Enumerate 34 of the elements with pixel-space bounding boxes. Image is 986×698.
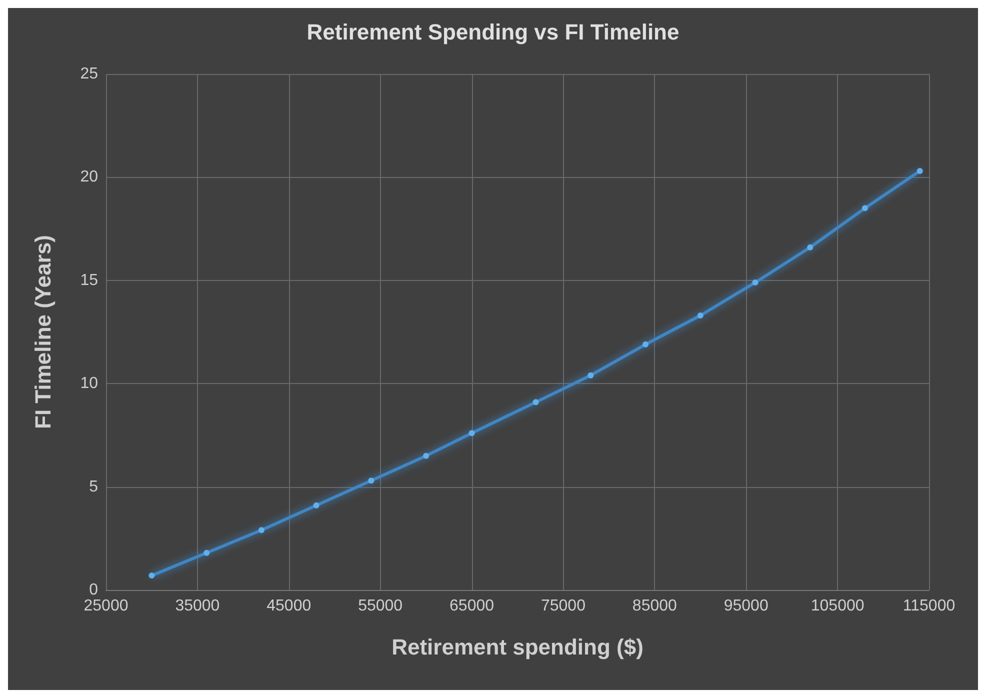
point bbox=[697, 312, 704, 318]
y-tick-label: 5 bbox=[89, 478, 98, 496]
chart-title: Retirement Spending vs FI Timeline bbox=[306, 20, 680, 44]
point bbox=[752, 279, 758, 286]
point bbox=[368, 478, 374, 484]
point bbox=[807, 244, 814, 250]
y-tick-label: 10 bbox=[80, 375, 98, 392]
x-tick-label: 115000 bbox=[902, 598, 956, 614]
point bbox=[148, 572, 155, 579]
x-tick-label: 75000 bbox=[540, 598, 586, 614]
point bbox=[258, 527, 264, 534]
point bbox=[532, 399, 539, 406]
point bbox=[468, 430, 475, 436]
point bbox=[423, 452, 430, 459]
x-tick-label: 95000 bbox=[724, 598, 768, 614]
y-tick-label: 0 bbox=[89, 582, 98, 598]
x-tick-label: 85000 bbox=[632, 598, 678, 614]
point bbox=[588, 372, 594, 378]
x-tick-label: 35000 bbox=[175, 598, 220, 614]
point bbox=[862, 205, 868, 212]
y-tick-label: 25 bbox=[80, 66, 98, 82]
x-tick-label: 25000 bbox=[84, 598, 128, 614]
point bbox=[642, 341, 649, 348]
x-tick-label: 55000 bbox=[358, 598, 403, 614]
x-axis-title: Retirement spending ($) bbox=[392, 634, 644, 660]
y-axis-title: FI Timeline (Years) bbox=[30, 234, 56, 430]
x-tick-label: 65000 bbox=[450, 598, 494, 614]
x-tick-label: 45000 bbox=[266, 598, 312, 614]
x-tick-label: 105000 bbox=[810, 598, 864, 614]
point bbox=[204, 550, 210, 556]
y-tick-label: 15 bbox=[80, 272, 98, 289]
point bbox=[916, 168, 923, 174]
point bbox=[313, 502, 320, 508]
y-tick-label: 20 bbox=[80, 168, 98, 186]
